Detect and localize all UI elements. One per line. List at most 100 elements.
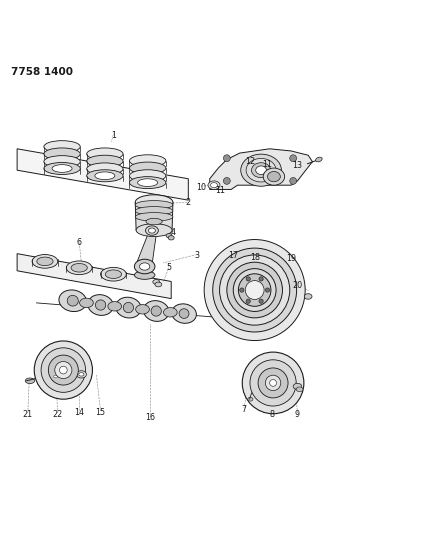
- Circle shape: [34, 341, 92, 399]
- Ellipse shape: [256, 166, 266, 174]
- Polygon shape: [17, 254, 171, 298]
- Polygon shape: [17, 149, 188, 200]
- Text: 2: 2: [186, 198, 191, 207]
- Ellipse shape: [315, 157, 322, 162]
- Text: 14: 14: [74, 408, 84, 416]
- Polygon shape: [137, 235, 156, 262]
- Text: 5: 5: [166, 263, 172, 272]
- Ellipse shape: [136, 224, 172, 237]
- Circle shape: [246, 299, 250, 303]
- Ellipse shape: [149, 228, 155, 233]
- Ellipse shape: [37, 257, 53, 265]
- Text: 10: 10: [196, 183, 206, 192]
- Ellipse shape: [95, 300, 106, 310]
- Text: 16: 16: [145, 413, 155, 422]
- Ellipse shape: [263, 168, 285, 185]
- Ellipse shape: [86, 155, 123, 167]
- Circle shape: [223, 177, 230, 184]
- Ellipse shape: [59, 290, 86, 312]
- Text: 15: 15: [95, 408, 106, 416]
- Ellipse shape: [136, 304, 149, 314]
- Ellipse shape: [163, 308, 177, 317]
- Ellipse shape: [108, 302, 122, 311]
- Ellipse shape: [208, 181, 220, 189]
- Ellipse shape: [135, 200, 173, 209]
- Text: 18: 18: [250, 253, 260, 262]
- Text: 1: 1: [111, 132, 116, 141]
- Ellipse shape: [146, 219, 162, 225]
- Circle shape: [55, 361, 72, 378]
- Ellipse shape: [129, 155, 166, 167]
- Circle shape: [233, 269, 276, 311]
- Circle shape: [290, 155, 297, 161]
- Ellipse shape: [135, 195, 173, 210]
- Ellipse shape: [143, 301, 169, 321]
- Ellipse shape: [66, 261, 92, 274]
- Circle shape: [204, 239, 305, 341]
- Ellipse shape: [248, 397, 253, 401]
- Polygon shape: [210, 149, 312, 189]
- Ellipse shape: [211, 183, 217, 188]
- Ellipse shape: [138, 179, 158, 187]
- Text: 13: 13: [292, 161, 303, 171]
- Ellipse shape: [129, 170, 166, 182]
- Circle shape: [265, 375, 281, 391]
- Ellipse shape: [241, 154, 281, 186]
- Circle shape: [240, 288, 244, 292]
- Text: 11: 11: [262, 160, 273, 169]
- Ellipse shape: [44, 156, 80, 168]
- Ellipse shape: [52, 165, 72, 172]
- Circle shape: [223, 155, 230, 161]
- Ellipse shape: [146, 226, 158, 235]
- Ellipse shape: [129, 176, 166, 189]
- Circle shape: [258, 368, 288, 398]
- Ellipse shape: [54, 375, 57, 378]
- Ellipse shape: [80, 298, 93, 308]
- Text: 22: 22: [53, 410, 63, 418]
- Circle shape: [246, 277, 250, 281]
- Ellipse shape: [155, 282, 162, 287]
- Text: 12: 12: [245, 157, 256, 166]
- Ellipse shape: [52, 374, 59, 379]
- Ellipse shape: [135, 207, 173, 215]
- Ellipse shape: [44, 141, 80, 152]
- Circle shape: [270, 379, 276, 386]
- Circle shape: [259, 299, 263, 303]
- Ellipse shape: [134, 259, 155, 274]
- Ellipse shape: [95, 172, 115, 180]
- Ellipse shape: [296, 387, 303, 392]
- Polygon shape: [135, 203, 173, 230]
- Circle shape: [59, 366, 67, 374]
- Text: 9: 9: [295, 410, 300, 418]
- Text: 4: 4: [171, 228, 176, 237]
- Ellipse shape: [32, 255, 58, 268]
- Ellipse shape: [105, 270, 122, 278]
- Text: 8: 8: [269, 410, 274, 418]
- Text: 17: 17: [228, 251, 238, 260]
- Circle shape: [41, 348, 86, 392]
- Ellipse shape: [304, 294, 312, 299]
- Text: 20: 20: [292, 281, 303, 290]
- Text: 21: 21: [23, 410, 33, 418]
- Circle shape: [48, 355, 78, 385]
- Ellipse shape: [101, 268, 126, 281]
- Circle shape: [290, 177, 297, 184]
- Ellipse shape: [76, 371, 86, 378]
- Ellipse shape: [172, 304, 196, 324]
- Ellipse shape: [246, 158, 276, 182]
- Ellipse shape: [135, 213, 173, 221]
- Ellipse shape: [140, 263, 150, 270]
- Circle shape: [259, 277, 263, 281]
- Ellipse shape: [44, 148, 80, 160]
- Text: 6: 6: [77, 238, 82, 247]
- Text: 7758 1400: 7758 1400: [11, 68, 73, 77]
- Ellipse shape: [168, 236, 174, 240]
- Ellipse shape: [268, 172, 280, 182]
- Circle shape: [242, 352, 304, 414]
- Ellipse shape: [86, 163, 123, 175]
- Ellipse shape: [71, 263, 87, 272]
- Circle shape: [238, 274, 271, 306]
- Ellipse shape: [67, 295, 78, 306]
- Ellipse shape: [44, 163, 80, 174]
- Ellipse shape: [153, 279, 160, 284]
